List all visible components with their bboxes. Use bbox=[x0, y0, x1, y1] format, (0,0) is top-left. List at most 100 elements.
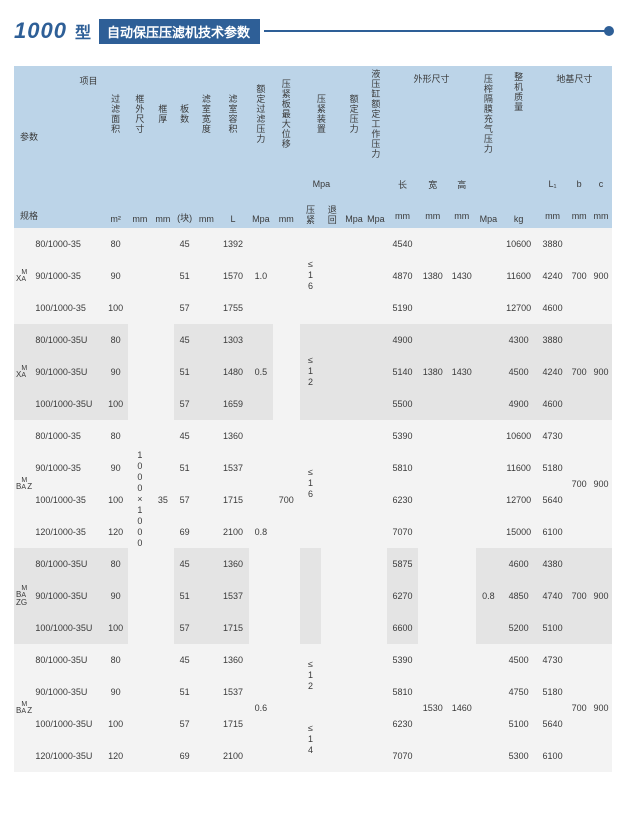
table-row: BMAZG 80/1000-35U 80 45 1360 5875 0.8 46… bbox=[14, 548, 612, 580]
cell: 5190 bbox=[387, 292, 418, 324]
kuan: 1380 bbox=[418, 228, 447, 324]
cell: 1380 bbox=[418, 324, 447, 420]
cell: 5640 bbox=[537, 484, 568, 516]
hdr-corner-top: 项目 bbox=[80, 74, 98, 87]
cell: 5100 bbox=[537, 612, 568, 644]
len: 4540 bbox=[387, 228, 418, 260]
title-pill: 自动保压压滤机技术参数 bbox=[99, 19, 260, 44]
u14: kg bbox=[501, 164, 537, 228]
spec: 120/1000-35U bbox=[33, 740, 103, 772]
header-row-2: m² mm mm (块) mm L Mpa mm Mpa Mpa Mpa 长 宽… bbox=[14, 164, 612, 204]
cell: 0.6 bbox=[249, 644, 273, 772]
cell: 4240 bbox=[537, 260, 568, 292]
cell: 5200 bbox=[501, 612, 537, 644]
spec: 100/1000-35 bbox=[33, 484, 103, 516]
cell: 4380 bbox=[537, 548, 568, 580]
cell: 120 bbox=[104, 516, 128, 548]
hdr-c2: 框厚 bbox=[152, 66, 174, 164]
cell: 1715 bbox=[217, 484, 248, 516]
u12a: mm bbox=[387, 204, 418, 228]
cell: 90 bbox=[104, 580, 128, 612]
cell: 2100 bbox=[217, 740, 248, 772]
u0: m² bbox=[104, 164, 128, 228]
sub8b: 退回 bbox=[321, 204, 343, 228]
hdr-c8: 压紧装置 bbox=[300, 66, 344, 164]
gao: 1430 bbox=[447, 228, 476, 324]
cell: 900 bbox=[590, 548, 612, 644]
cell: 1360 bbox=[217, 548, 248, 580]
series-prefix: BMAZ bbox=[14, 420, 33, 548]
cell: 57 bbox=[174, 484, 196, 516]
hdr-c3: 板数 bbox=[174, 66, 196, 164]
header-corner: 项目 参数 规格 bbox=[14, 66, 104, 228]
press: 1.0 bbox=[249, 228, 273, 324]
cell: 3880 bbox=[537, 324, 568, 356]
series-prefix: BMAZ bbox=[14, 644, 33, 772]
cell: 11600 bbox=[501, 260, 537, 292]
hdr-c15: 地基尺寸 bbox=[537, 66, 612, 164]
page: 1000 型 自动保压压滤机技术参数 项目 参数 规格 过滤面积 框外尺寸 框厚 bbox=[0, 0, 626, 802]
title-model-number: 1000 bbox=[14, 18, 67, 44]
cell: 1360 bbox=[217, 420, 248, 452]
yajin: ≤14 bbox=[300, 708, 322, 772]
title-dot-icon bbox=[604, 26, 614, 36]
spec: 80/1000-35 bbox=[33, 228, 103, 260]
series-prefix: BMAZG bbox=[14, 548, 33, 644]
area: 80 bbox=[104, 228, 128, 260]
table-row: XMA 80/1000-35U 80 45 1303 0.5 ≤12 4900 … bbox=[14, 324, 612, 356]
cell: 69 bbox=[174, 516, 196, 548]
cell: 57 bbox=[174, 292, 196, 324]
series-prefix: XMA bbox=[14, 228, 33, 324]
sub15b: b bbox=[568, 164, 590, 204]
cell: 45 bbox=[174, 420, 196, 452]
cell: 4750 bbox=[501, 676, 537, 708]
cell: 4600 bbox=[501, 548, 537, 580]
spec: 120/1000-35 bbox=[33, 516, 103, 548]
sub15a: L₁ bbox=[537, 164, 568, 204]
u15c: mm bbox=[590, 204, 612, 228]
u13: Mpa bbox=[476, 164, 500, 228]
cell: 100 bbox=[104, 388, 128, 420]
u2: mm bbox=[152, 164, 174, 228]
cell: 1755 bbox=[217, 292, 248, 324]
cell: 4500 bbox=[501, 356, 537, 388]
series-prefix: XMA bbox=[14, 324, 33, 420]
cell: 12700 bbox=[501, 484, 537, 516]
header-row-1: 项目 参数 规格 过滤面积 框外尺寸 框厚 板数 滤室宽度 滤室容积 额定过滤压… bbox=[14, 66, 612, 164]
cell: 5640 bbox=[537, 708, 568, 740]
cell: 4500 bbox=[501, 644, 537, 676]
table-row: BMAZ 80/1000-35U 80 45 1360 0.6 ≤12 5390… bbox=[14, 644, 612, 676]
yajin: ≤12 bbox=[300, 324, 322, 420]
u3: (块) bbox=[174, 164, 196, 228]
cell: 1715 bbox=[217, 612, 248, 644]
cell: 45 bbox=[174, 548, 196, 580]
spec: 90/1000-35U bbox=[33, 356, 103, 388]
cell: 1659 bbox=[217, 388, 248, 420]
hdr-corner-mid: 参数 bbox=[20, 130, 38, 143]
cell: 1480 bbox=[217, 356, 248, 388]
cell: 0.8 bbox=[476, 548, 500, 644]
spec: 100/1000-35U bbox=[33, 388, 103, 420]
spec: 90/1000-35 bbox=[33, 452, 103, 484]
cell: 700 bbox=[568, 644, 590, 772]
u6: Mpa bbox=[249, 164, 273, 228]
spec: 80/1000-35 bbox=[33, 420, 103, 452]
u12b: mm bbox=[418, 204, 447, 228]
c: 900 bbox=[590, 228, 612, 324]
u5: L bbox=[217, 164, 248, 228]
cell: 45 bbox=[174, 324, 196, 356]
vol: 1392 bbox=[217, 228, 248, 260]
cell: 4600 bbox=[537, 292, 568, 324]
cell: 1430 bbox=[447, 324, 476, 420]
cell: 5875 bbox=[387, 548, 418, 580]
max-disp: 700 bbox=[273, 228, 300, 772]
cell: 4850 bbox=[501, 580, 537, 612]
cell: 90 bbox=[104, 452, 128, 484]
hdr-c4: 滤室宽度 bbox=[196, 66, 218, 164]
cell: 57 bbox=[174, 388, 196, 420]
cell: 5390 bbox=[387, 644, 418, 676]
cell: 80 bbox=[104, 548, 128, 580]
cell: 5810 bbox=[387, 452, 418, 484]
cell: 51 bbox=[174, 676, 196, 708]
cell: 90 bbox=[104, 676, 128, 708]
